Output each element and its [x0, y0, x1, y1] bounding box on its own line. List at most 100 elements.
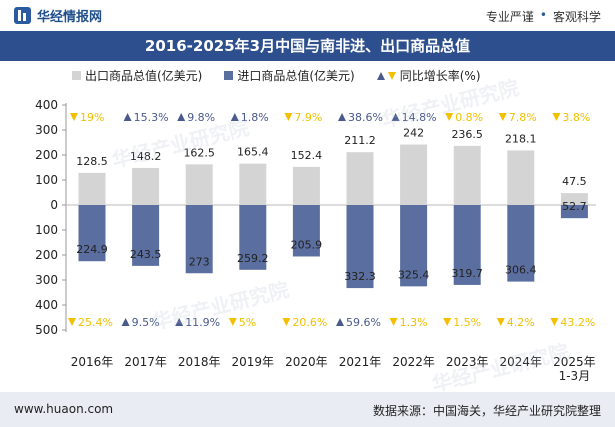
import-bar: [185, 205, 213, 274]
y-tick-label: 300: [35, 273, 58, 287]
import-bar: [400, 205, 428, 287]
y-tick-label: 100: [35, 223, 58, 237]
x-tick-label: 2018年: [178, 355, 221, 369]
export-growth-label: 3.8%: [562, 111, 590, 124]
export-growth-down-icon: [552, 113, 561, 121]
export-bar: [132, 167, 160, 205]
export-growth-label: 9.8%: [187, 111, 215, 124]
import-bar: [560, 205, 588, 219]
export-growth-up-icon: [338, 113, 346, 121]
import-bar: [132, 205, 160, 266]
import-value-label: 332.3: [344, 270, 376, 283]
export-bar: [346, 152, 374, 205]
import-growth-label: 20.6%: [292, 316, 327, 329]
top-bar: 华经情报网 专业严谨 • 客观科学: [0, 0, 615, 30]
legend-item-import: 进口商品总值(亿美元): [224, 67, 355, 84]
import-value-label: 224.9: [76, 243, 108, 256]
legend-item-export: 出口商品总值(亿美元): [72, 67, 202, 84]
import-growth-down-icon: [496, 318, 505, 326]
x-tick-label: 2019年: [232, 355, 275, 369]
export-growth-label: 7.9%: [294, 111, 322, 124]
export-growth-label: 7.8%: [509, 111, 537, 124]
legend-item-growth: 同比增长率(%): [376, 67, 481, 84]
import-bar: [239, 205, 267, 270]
import-growth-down-icon: [228, 318, 237, 326]
y-tick-label: 400: [35, 298, 58, 312]
export-value-label: 211.2: [344, 134, 376, 147]
x-tick-label: 2017年: [124, 355, 167, 369]
import-growth-label: 4.2%: [507, 316, 535, 329]
import-growth-down-icon: [68, 318, 76, 326]
footer: www.huaon.com 数据来源：中国海关，华经产业研究院整理: [0, 392, 615, 427]
x-tick-label: 2024年: [500, 355, 543, 369]
import-growth-down-icon: [389, 318, 398, 326]
import-growth-label: 59.6%: [346, 316, 381, 329]
import-value-label: 243.5: [130, 248, 162, 261]
triangle-down-icon: [387, 71, 396, 80]
export-value-label: 47.5: [562, 175, 587, 188]
export-growth-down-icon: [445, 113, 454, 121]
chart-title: 2016-2025年3月中国与南非进、出口商品总值: [0, 31, 615, 61]
export-value-label: 218.1: [505, 132, 537, 145]
export-bar: [400, 144, 428, 205]
export-growth-label: 19%: [80, 111, 104, 124]
x-tick-label: 2021年: [339, 355, 382, 369]
brand[interactable]: 华经情报网: [14, 6, 102, 25]
export-value-label: 242: [403, 127, 424, 140]
x-tick-label: 2025年: [553, 355, 596, 369]
import-growth-up-icon: [336, 318, 344, 326]
x-tick-label: 2023年: [446, 355, 489, 369]
export-bar: [185, 164, 213, 205]
export-growth-label: 14.8%: [402, 111, 437, 124]
import-value-label: 273: [189, 255, 210, 268]
import-growth-down-icon: [443, 318, 452, 326]
export-bar: [507, 150, 535, 205]
tagline-separator: •: [539, 8, 547, 22]
import-value-label: 205.9: [291, 238, 323, 251]
chart-legend: 出口商品总值(亿美元) 进口商品总值(亿美元) 同比增长率(%): [72, 67, 503, 84]
legend-swatch-import: [224, 71, 234, 80]
tagline-left: 专业严谨: [485, 10, 534, 24]
site-link[interactable]: www.huaon.com: [14, 402, 114, 416]
export-value-label: 236.5: [451, 128, 483, 141]
import-growth-down-icon: [550, 318, 559, 326]
import-value-label: 319.7: [451, 267, 483, 280]
import-bar: [78, 205, 106, 262]
export-growth-label: 15.3%: [134, 111, 169, 124]
export-growth-up-icon: [391, 113, 400, 121]
import-growth-label: 9.5%: [132, 316, 160, 329]
export-bar: [292, 166, 320, 205]
y-tick-label: 100: [35, 173, 58, 187]
import-growth-up-icon: [175, 318, 184, 326]
x-tick-label: 2020年: [285, 355, 328, 369]
y-tick-label: 200: [35, 248, 58, 262]
export-bar: [560, 193, 588, 205]
bar-chart: 400 300 200 100 0 100 200 300 400 500 128.5 224.9 19…: [35, 98, 596, 383]
brand-name: 华经情报网: [37, 10, 103, 25]
import-bar: [346, 205, 374, 289]
y-tick-label: 0: [50, 198, 58, 212]
import-growth-up-icon: [121, 318, 130, 326]
import-value-label: 306.4: [505, 264, 537, 277]
export-growth-down-icon: [498, 113, 507, 121]
export-growth-up-icon: [230, 113, 239, 121]
import-growth-down-icon: [282, 318, 291, 326]
y-tick-label: 500: [35, 323, 58, 337]
export-bar: [239, 163, 267, 205]
export-bar: [78, 172, 106, 205]
import-growth-label: 25.4%: [78, 316, 113, 329]
import-growth-label: 43.2%: [560, 316, 595, 329]
export-value-label: 165.4: [237, 146, 269, 159]
import-bar: [507, 205, 535, 282]
import-growth-label: 1.5%: [453, 316, 481, 329]
import-growth-label: 11.9%: [185, 316, 220, 329]
y-tick-label: 400: [35, 98, 58, 112]
export-value-label: 152.4: [291, 149, 323, 162]
bar-chart-logo-icon: [14, 7, 31, 24]
triangle-up-icon: [376, 71, 385, 80]
tagline-right: 客观科学: [552, 10, 601, 24]
legend-label-import: 进口商品总值(亿美元): [237, 69, 355, 83]
import-growth-label: 5%: [239, 316, 256, 329]
x-tick-label: 1-3月: [559, 369, 591, 383]
